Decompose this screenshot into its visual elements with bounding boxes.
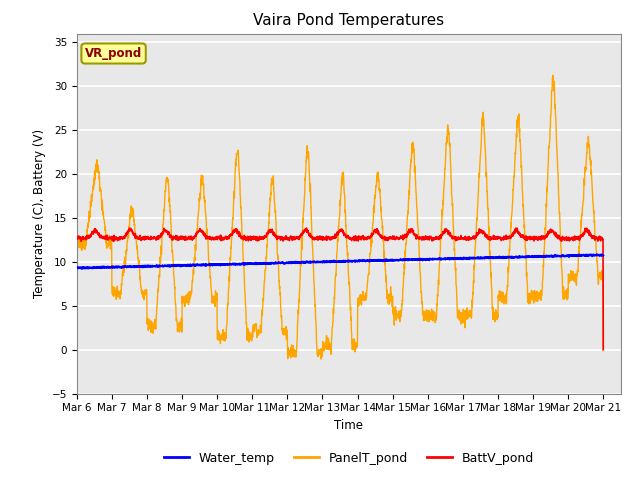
Text: VR_pond: VR_pond	[85, 47, 142, 60]
Title: Vaira Pond Temperatures: Vaira Pond Temperatures	[253, 13, 444, 28]
Y-axis label: Temperature (C), Battery (V): Temperature (C), Battery (V)	[33, 129, 46, 298]
Legend: Water_temp, PanelT_pond, BattV_pond: Water_temp, PanelT_pond, BattV_pond	[159, 447, 539, 469]
X-axis label: Time: Time	[334, 419, 364, 432]
